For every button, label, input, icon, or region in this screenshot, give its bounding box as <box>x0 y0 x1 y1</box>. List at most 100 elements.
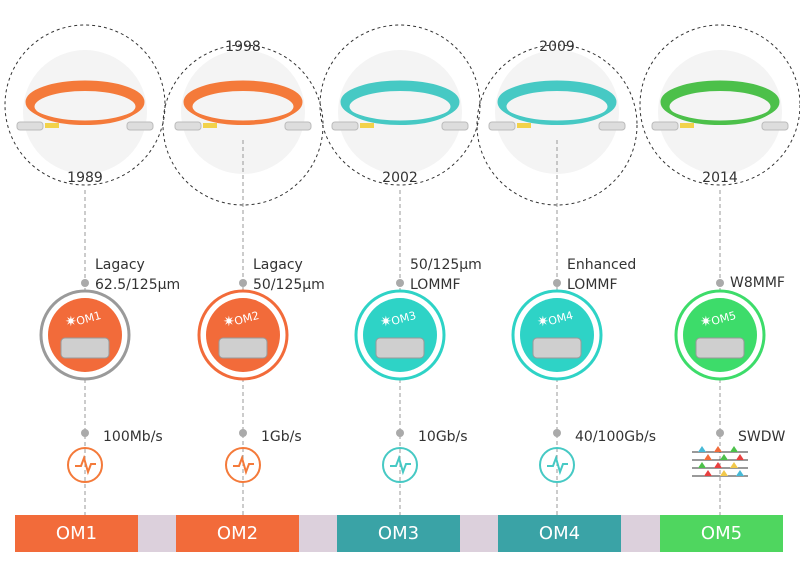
connector-plug <box>331 121 359 131</box>
wave-peak <box>704 454 712 460</box>
stopwatch-pulse <box>390 454 411 476</box>
spool-star: ✷ <box>700 314 712 330</box>
cable-label <box>360 123 374 128</box>
year-circle-bg <box>338 50 462 174</box>
speed-dot <box>239 429 247 437</box>
speed-dot <box>553 429 561 437</box>
cable-coil <box>666 88 774 125</box>
speed: SWDW <box>738 429 786 445</box>
spool-core <box>375 337 425 359</box>
year-circle-bg <box>23 50 147 174</box>
spec-dot <box>396 279 404 287</box>
spool <box>520 298 594 372</box>
connector-plug <box>174 121 202 131</box>
spool-star: ✷ <box>380 314 392 330</box>
speed: 10Gb/s <box>418 429 468 445</box>
year: 2002 <box>382 170 418 186</box>
fiber-spec: 50/125µm <box>410 257 482 273</box>
speed: 40/100Gb/s <box>575 429 656 445</box>
spool <box>363 298 437 372</box>
connector-plug <box>441 121 469 131</box>
spool-label: OM1 <box>75 309 103 328</box>
generation-label: OM3 <box>378 523 419 544</box>
spool-label: OM4 <box>547 309 575 328</box>
spool-star: ✷ <box>65 314 77 330</box>
spool-core <box>695 337 745 359</box>
stopwatch-icon <box>539 447 575 483</box>
wave-peak <box>714 462 722 468</box>
wave-peak <box>698 446 706 452</box>
spool <box>206 298 280 372</box>
stopwatch-icon <box>382 447 418 483</box>
stopwatch-icon <box>225 447 261 483</box>
stopwatch-icon <box>67 447 103 483</box>
speed-dot <box>396 429 404 437</box>
spool-label: OM3 <box>390 309 418 328</box>
speed: 100Mb/s <box>103 429 163 445</box>
spool <box>48 298 122 372</box>
spool-core <box>218 337 268 359</box>
speed-dot <box>716 429 724 437</box>
year-circle-bg <box>495 50 619 174</box>
year-circle <box>4 24 166 186</box>
year: 2014 <box>702 170 738 186</box>
connector-plug <box>488 121 516 131</box>
fiber-spec: Enhanced <box>567 257 636 273</box>
cable-label <box>517 123 531 128</box>
wave-peak <box>698 462 706 468</box>
fiber-spec: W8MMF <box>730 275 785 291</box>
cable-coil <box>31 88 139 125</box>
spec-dot <box>716 279 724 287</box>
year-circle-bg <box>181 50 305 174</box>
wave-peak <box>720 454 728 460</box>
stopwatch-pulse <box>233 454 254 476</box>
generation-bar <box>337 515 460 552</box>
stopwatch-pulse <box>75 454 96 476</box>
cable-coil <box>503 88 611 125</box>
year: 1989 <box>67 170 103 186</box>
connector-plug <box>761 121 789 131</box>
speed-dot <box>81 429 89 437</box>
year: 1998 <box>225 39 261 55</box>
generation-label: OM5 <box>701 523 742 544</box>
generation-bar <box>660 515 783 552</box>
spool-star: ✷ <box>537 314 549 330</box>
wave-peak <box>736 470 744 476</box>
spool-core <box>60 337 110 359</box>
connector-plug <box>16 121 44 131</box>
cable-label <box>680 123 694 128</box>
fiber-spec: Lagacy <box>95 257 145 273</box>
spool-label: OM5 <box>710 309 738 328</box>
spool-star: ✷ <box>223 314 235 330</box>
generation-label: OM4 <box>539 523 580 544</box>
spec-dot <box>81 279 89 287</box>
fiber-spec: 50/125µm <box>253 277 325 293</box>
generation-label: OM1 <box>56 523 97 544</box>
fiber-spec: Lagacy <box>253 257 303 273</box>
wave-peak <box>730 446 738 452</box>
generation-label: OM2 <box>217 523 258 544</box>
cable-coil <box>346 88 454 125</box>
connector-plug <box>598 121 626 131</box>
wave-peak <box>714 446 722 452</box>
generation-bar <box>15 515 138 552</box>
connector-plug <box>651 121 679 131</box>
wave-peak <box>730 462 738 468</box>
fiber-spec: LOMMF <box>567 277 618 293</box>
spec-dot <box>239 279 247 287</box>
connector-plug <box>284 121 312 131</box>
wave-peak <box>704 470 712 476</box>
spool <box>683 298 757 372</box>
year-circle <box>476 44 638 206</box>
spool-core <box>532 337 582 359</box>
wave-peak <box>720 470 728 476</box>
stopwatch-pulse <box>547 454 568 476</box>
year: 2009 <box>539 39 575 55</box>
spool-label: OM2 <box>233 309 261 328</box>
spec-dot <box>553 279 561 287</box>
cable-label <box>203 123 217 128</box>
cable-label <box>45 123 59 128</box>
year-circle-bg <box>658 50 782 174</box>
wave-peak <box>736 454 744 460</box>
